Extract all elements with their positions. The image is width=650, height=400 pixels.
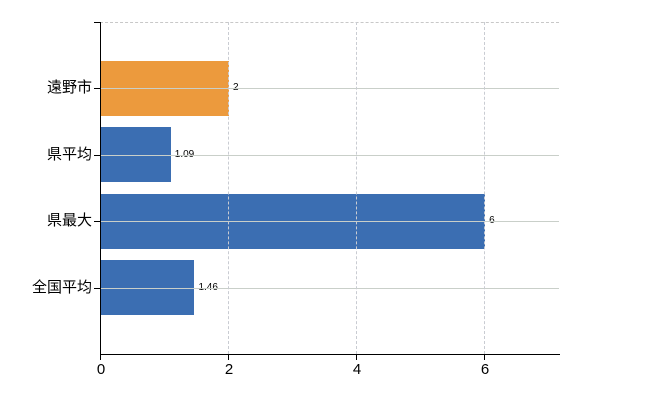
category-label-3: 全国平均 <box>31 278 92 296</box>
category-label-2: 県最大 <box>46 212 92 230</box>
x-axis-tick-4 <box>356 354 358 360</box>
x-gridline-2 <box>228 22 230 354</box>
y-gridline-3 <box>100 287 559 289</box>
x-axis-tick-2 <box>228 354 230 360</box>
x-tick-label-4: 4 <box>352 361 362 378</box>
y-gridline-0 <box>100 88 559 90</box>
x-axis-tick-6 <box>484 354 486 360</box>
y-axis-tick-1 <box>94 154 100 156</box>
y-gridline-1 <box>100 154 559 156</box>
y-axis-tick-2 <box>94 221 100 223</box>
y-axis-tick-0 <box>94 88 100 90</box>
x-tick-label-2: 2 <box>224 361 234 378</box>
x-tick-label-0: 0 <box>96 361 106 378</box>
y-axis-line <box>100 22 101 354</box>
plot-top-border <box>100 22 559 23</box>
x-gridline-4 <box>356 22 358 354</box>
category-label-0: 遠野市 <box>46 79 92 97</box>
y-gridline-2 <box>100 221 559 223</box>
y-axis-tick-3 <box>94 287 100 289</box>
x-axis-tick-0 <box>100 354 101 360</box>
y-axis-top-tick <box>94 22 100 23</box>
x-axis-line <box>100 354 560 355</box>
x-gridline-6 <box>484 22 486 354</box>
category-label-1: 県平均 <box>46 145 92 163</box>
x-tick-label-6: 6 <box>480 361 490 378</box>
